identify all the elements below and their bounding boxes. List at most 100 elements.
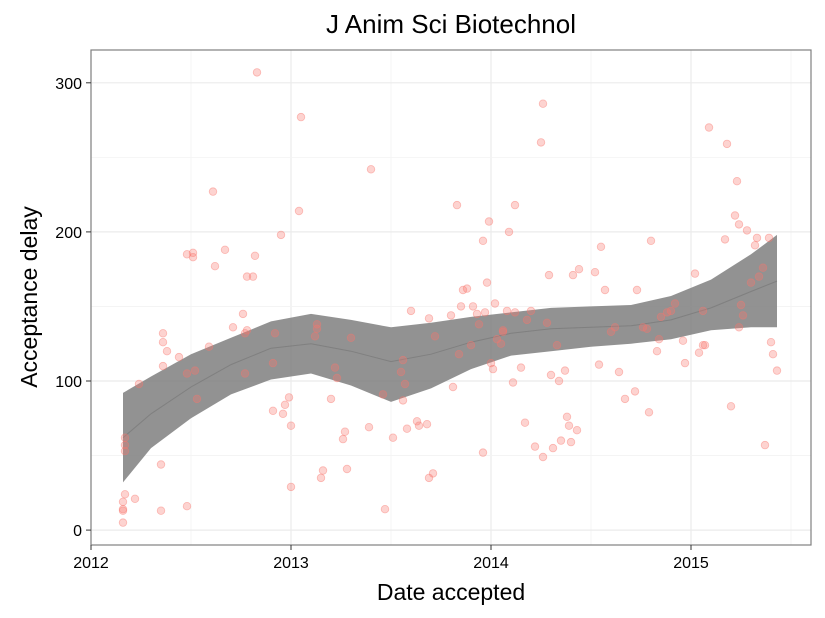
data-point-21 (188, 253, 198, 262)
data-point-36 (252, 68, 262, 77)
data-point-120 (556, 436, 566, 445)
data-point-45 (286, 482, 296, 492)
data-point-82 (456, 302, 466, 311)
data-point-16 (174, 352, 184, 362)
data-point-132 (606, 327, 616, 336)
smooth-fit-line (122, 280, 778, 439)
data-point-67 (398, 355, 408, 365)
data-point-130 (596, 242, 606, 251)
data-point-152 (698, 341, 708, 350)
data-point-115 (544, 270, 554, 280)
data-point-170 (758, 263, 768, 272)
data-point-149 (680, 358, 690, 368)
data-point-84 (462, 284, 472, 293)
data-point-171 (760, 440, 770, 450)
data-point-133 (610, 323, 620, 332)
data-point-34 (248, 272, 258, 281)
data-point-76 (428, 469, 438, 478)
y-tick-label-0: 0 (73, 523, 82, 540)
data-point-125 (568, 270, 578, 280)
data-point-86 (468, 302, 478, 311)
x-tick-label-0: 2012 (73, 555, 109, 572)
data-point-162 (734, 220, 744, 229)
data-point-161 (734, 323, 744, 332)
data-point-59 (346, 333, 356, 342)
data-point-166 (746, 278, 756, 287)
data-point-78 (446, 311, 456, 320)
data-point-85 (466, 341, 476, 350)
data-point-111 (536, 138, 546, 147)
data-point-163 (736, 300, 746, 310)
data-point-97 (492, 335, 502, 344)
data-point-99 (498, 326, 508, 335)
data-point-65 (396, 367, 406, 377)
data-point-4 (120, 490, 130, 499)
data-point-157 (722, 139, 732, 149)
data-point-105 (510, 200, 520, 210)
data-point-22 (190, 366, 200, 375)
data-point-123 (564, 421, 574, 430)
data-point-24 (204, 342, 214, 351)
data-point-33 (242, 272, 252, 281)
data-point-54 (330, 363, 340, 372)
data-point-135 (620, 394, 630, 404)
data-point-39 (268, 406, 278, 415)
data-point-73 (422, 420, 432, 429)
data-point-27 (220, 245, 230, 254)
data-point-151 (694, 348, 704, 357)
data-point-74 (424, 473, 434, 483)
data-point-122 (562, 412, 572, 421)
data-point-69 (402, 424, 412, 433)
data-point-137 (632, 285, 642, 295)
data-point-37 (268, 358, 278, 368)
data-point-160 (732, 176, 742, 186)
data-point-23 (192, 394, 202, 404)
data-point-63 (380, 505, 390, 514)
data-point-71 (412, 417, 422, 426)
data-point-48 (312, 320, 322, 329)
data-point-9 (134, 379, 144, 389)
data-point-172 (764, 233, 774, 243)
data-point-101 (502, 306, 512, 316)
data-point-7 (120, 433, 130, 442)
data-point-164 (738, 311, 748, 320)
data-point-50 (318, 466, 328, 475)
grid-lines (90, 50, 811, 545)
data-point-110 (530, 442, 540, 451)
data-point-140 (644, 408, 654, 417)
data-point-20 (188, 248, 198, 257)
data-point-25 (208, 187, 218, 196)
data-point-139 (642, 324, 652, 333)
data-point-127 (574, 265, 584, 274)
data-point-131 (600, 285, 610, 295)
data-point-103 (508, 378, 518, 387)
y-tick-label-2: 200 (55, 225, 82, 242)
data-point-5 (120, 446, 130, 456)
data-point-83 (458, 285, 468, 295)
data-point-62 (378, 390, 388, 399)
data-point-134 (614, 367, 624, 377)
data-point-66 (398, 396, 408, 405)
data-point-70 (406, 306, 416, 316)
data-point-26 (210, 262, 220, 271)
data-point-128 (590, 268, 600, 277)
data-point-119 (554, 376, 564, 386)
data-point-104 (510, 308, 520, 317)
data-point-89 (478, 236, 488, 245)
data-point-159 (730, 211, 740, 220)
data-point-41 (278, 409, 288, 418)
data-point-51 (326, 394, 336, 404)
data-point-11 (156, 460, 166, 469)
data-point-107 (520, 418, 530, 427)
data-point-113 (538, 452, 548, 462)
data-point-53 (296, 112, 306, 122)
data-point-94 (486, 358, 496, 368)
x-axis-title: Date accepted (377, 579, 525, 605)
data-point-88 (474, 320, 484, 329)
data-point-141 (646, 236, 656, 245)
data-point-92 (482, 278, 492, 287)
data-point-12 (158, 361, 168, 371)
data-point-17 (182, 502, 192, 511)
data-point-109 (526, 306, 536, 316)
